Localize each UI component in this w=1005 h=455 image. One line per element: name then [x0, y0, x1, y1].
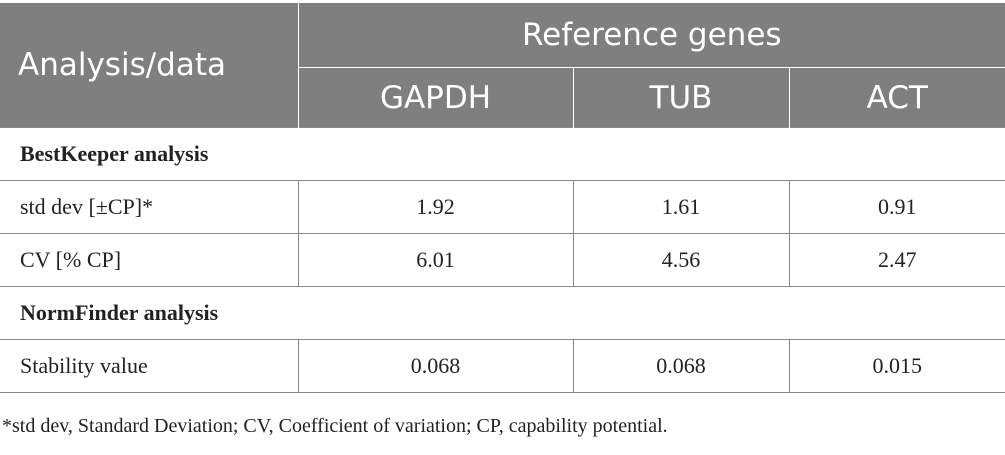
- table-cell: 0.068: [297, 339, 574, 393]
- table-cell: 4.56: [572, 233, 790, 287]
- row-label: Stability value: [0, 339, 299, 393]
- gene-header-gapdh: GAPDH: [298, 67, 573, 128]
- table-cell: 0.015: [788, 339, 1005, 393]
- reference-genes-table: Analysis/data Reference genes GAPDH TUB …: [0, 3, 1005, 393]
- analysis-data-header: Analysis/data: [0, 3, 299, 128]
- table-cell: 0.91: [788, 180, 1005, 234]
- table-row: CV [% CP] 6.01 4.56 2.47: [0, 233, 1005, 287]
- table-cell: 1.92: [297, 180, 574, 234]
- table-cell: 6.01: [297, 233, 574, 287]
- table-cell: 2.47: [788, 233, 1005, 287]
- section-title-bestkeeper: BestKeeper analysis: [0, 127, 1005, 181]
- section-title-normfinder: NormFinder analysis: [0, 286, 1005, 340]
- table-cell: 1.61: [572, 180, 790, 234]
- gene-header-tub: TUB: [572, 67, 790, 128]
- gene-header-act: ACT: [789, 67, 1005, 128]
- table-cell: 0.068: [572, 339, 790, 393]
- table-footnote: *std dev, Standard Deviation; CV, Coeffi…: [2, 415, 668, 437]
- reference-genes-header: Reference genes: [298, 3, 1005, 68]
- row-label: std dev [±CP]*: [0, 180, 299, 234]
- table-row: std dev [±CP]* 1.92 1.61 0.91: [0, 180, 1005, 234]
- row-label: CV [% CP]: [0, 233, 299, 287]
- table-row: Stability value 0.068 0.068 0.015: [0, 339, 1005, 393]
